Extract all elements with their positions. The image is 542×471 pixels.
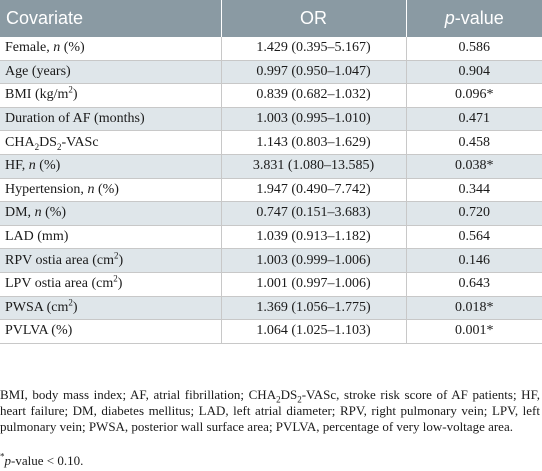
covariate-cell: HF, n (%) bbox=[0, 154, 222, 179]
or-cell: 0.839 (0.682–1.032) bbox=[221, 83, 407, 108]
p-value-cell: 0.344 bbox=[406, 178, 542, 203]
or-cell: 1.001 (0.997–1.006) bbox=[221, 272, 407, 297]
table-row: CHA2DS2-VASc 1.143 (0.803–1.629) 0.458 bbox=[0, 130, 542, 155]
or-cell: 0.747 (0.151–3.683) bbox=[221, 201, 407, 226]
or-cell: 1.039 (0.913–1.182) bbox=[221, 225, 407, 250]
or-cell: 1.064 (1.025–1.103) bbox=[221, 319, 407, 344]
or-cell: 1.947 (0.490–7.742) bbox=[221, 178, 407, 203]
table-footnote-abbreviations: BMI, body mass index; AF, atrial fibrill… bbox=[0, 387, 541, 434]
table-row: HF, n (%) 3.831 (1.080–13.585) 0.038* bbox=[0, 154, 542, 179]
table-row: BMI (kg/m2) 0.839 (0.682–1.032) 0.096* bbox=[0, 83, 542, 108]
table-row: LAD (mm) 1.039 (0.913–1.182) 0.564 bbox=[0, 225, 542, 250]
covariate-cell: PVLVA (%) bbox=[0, 319, 222, 344]
table-header-row: Covariate OR p-value bbox=[0, 0, 542, 37]
p-value-cell: 0.643 bbox=[406, 272, 542, 297]
header-p-value: p-value bbox=[406, 0, 542, 37]
or-cell: 1.003 (0.999–1.006) bbox=[221, 248, 407, 273]
covariate-cell: RPV ostia area (cm2) bbox=[0, 248, 222, 273]
table-row: RPV ostia area (cm2) 1.003 (0.999–1.006) 0… bbox=[0, 248, 542, 273]
results-table: Covariate OR p-value Female, n (%) 1.429 … bbox=[0, 0, 542, 344]
covariate-cell: Female, n (%) bbox=[0, 37, 222, 61]
p-value-cell: 0.471 bbox=[406, 107, 542, 132]
covariate-cell: CHA2DS2-VASc bbox=[0, 130, 222, 155]
p-value-cell: 0.904 bbox=[406, 60, 542, 85]
p-value-cell: 0.018* bbox=[406, 296, 542, 321]
p-value-cell: 0.586 bbox=[406, 37, 542, 61]
table-row: Female, n (%) 1.429 (0.395–5.167) 0.586 bbox=[0, 37, 542, 61]
p-value-cell: 0.096* bbox=[406, 83, 542, 108]
covariate-cell: Age (years) bbox=[0, 60, 222, 85]
covariate-cell: Hypertension, n (%) bbox=[0, 178, 222, 203]
or-cell: 1.143 (0.803–1.629) bbox=[221, 130, 407, 155]
header-covariate: Covariate bbox=[0, 0, 222, 37]
table-row: Duration of AF (months) 1.003 (0.995–1.01… bbox=[0, 107, 542, 132]
table-row: LPV ostia area (cm2) 1.001 (0.997–1.006) 0… bbox=[0, 272, 542, 297]
or-cell: 1.003 (0.995–1.010) bbox=[221, 107, 407, 132]
table-row: Age (years) 0.997 (0.950–1.047) 0.904 bbox=[0, 60, 542, 85]
table-row: Hypertension, n (%) 1.947 (0.490–7.742) 0.… bbox=[0, 178, 542, 203]
or-cell: 1.429 (0.395–5.167) bbox=[221, 37, 407, 61]
p-value-cell: 0.001* bbox=[406, 319, 542, 344]
table-body: Female, n (%) 1.429 (0.395–5.167) 0.586 Age… bbox=[0, 37, 542, 344]
covariate-cell: DM, n (%) bbox=[0, 201, 222, 226]
covariate-cell: PWSA (cm2) bbox=[0, 296, 222, 321]
p-value-cell: 0.564 bbox=[406, 225, 542, 250]
covariate-cell: BMI (kg/m2) bbox=[0, 83, 222, 108]
table-row: DM, n (%) 0.747 (0.151–3.683) 0.720 bbox=[0, 201, 542, 226]
or-cell: 3.831 (1.080–13.585) bbox=[221, 154, 407, 179]
table-footnote-significance: *p-value < 0.10. bbox=[0, 451, 84, 468]
p-value-cell: 0.146 bbox=[406, 248, 542, 273]
header-or: OR bbox=[221, 0, 407, 37]
or-cell: 1.369 (1.056–1.775) bbox=[221, 296, 407, 321]
covariate-cell: Duration of AF (months) bbox=[0, 107, 222, 132]
p-value-cell: 0.038* bbox=[406, 154, 542, 179]
or-cell: 0.997 (0.950–1.047) bbox=[221, 60, 407, 85]
p-value-cell: 0.720 bbox=[406, 201, 542, 226]
covariate-cell: LAD (mm) bbox=[0, 225, 222, 250]
table-row: PWSA (cm2) 1.369 (1.056–1.775) 0.018* bbox=[0, 296, 542, 321]
covariate-cell: LPV ostia area (cm2) bbox=[0, 272, 222, 297]
table-row: PVLVA (%) 1.064 (1.025–1.103) 0.001* bbox=[0, 319, 542, 344]
p-value-cell: 0.458 bbox=[406, 130, 542, 155]
